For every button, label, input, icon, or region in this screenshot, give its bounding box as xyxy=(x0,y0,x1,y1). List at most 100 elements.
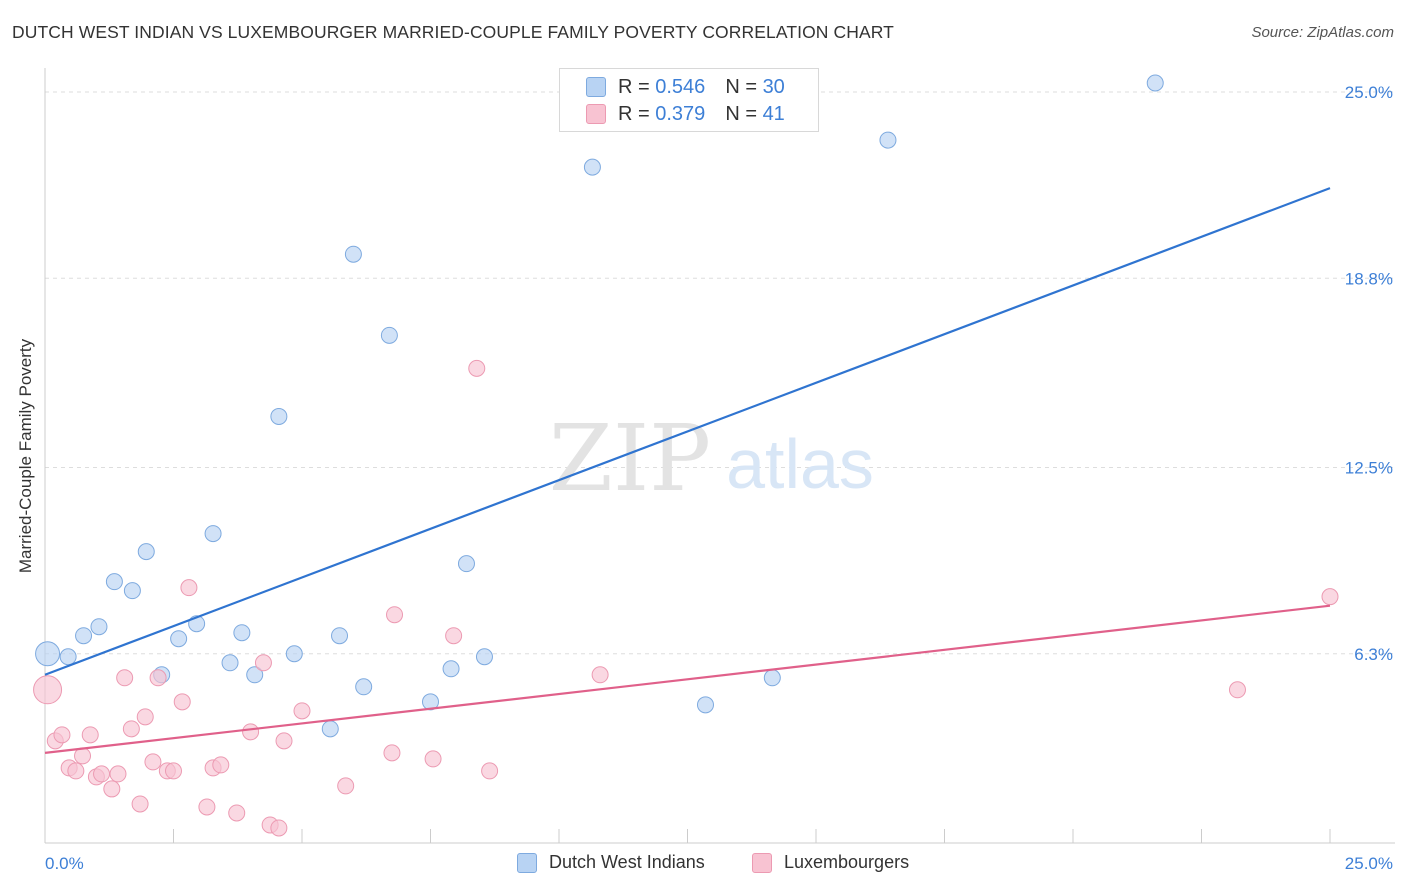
n-value: 30 xyxy=(762,75,785,98)
n-label: N = xyxy=(725,102,763,125)
luxembourger-point xyxy=(242,723,260,741)
luxembourger-point xyxy=(445,627,463,645)
luxembourger-point xyxy=(383,744,401,762)
luxembourger-point xyxy=(122,720,140,738)
dutch-west-indian-trend-line xyxy=(44,187,1331,676)
r-label: R = xyxy=(618,75,656,98)
dutch-west-indian-point xyxy=(123,582,141,600)
dutch-west-indian-point xyxy=(696,696,714,714)
dutch-west-indian-point xyxy=(221,654,239,672)
luxembourger-point xyxy=(93,765,111,783)
watermark-zip: ZIP xyxy=(549,405,711,512)
y-tick-label: 6.3% xyxy=(1354,645,1393,664)
source-label: Source: ZipAtlas.com xyxy=(1251,24,1394,41)
watermark: ZIP atlas xyxy=(549,405,874,512)
watermark-atlas: atlas xyxy=(726,425,874,503)
dutch-west-indian-point xyxy=(763,669,781,687)
y-tick-label: 18.8% xyxy=(1345,269,1393,288)
pink-swatch xyxy=(752,852,772,873)
luxembourger-point xyxy=(293,702,311,720)
dutch-west-indian-point xyxy=(442,660,460,678)
dutch-west-indian-point xyxy=(1146,74,1164,92)
legend-item-dutch-west-indians[interactable]: Dutch West Indians xyxy=(517,852,705,873)
r-value: 0.546 xyxy=(655,75,706,98)
data-points xyxy=(33,74,1339,837)
luxembourger-point xyxy=(149,669,167,687)
dutch-west-indian-point xyxy=(321,720,339,738)
n-label: N = xyxy=(725,75,763,98)
luxembourger-point xyxy=(228,804,246,822)
dutch-west-indian-point xyxy=(475,648,493,666)
dutch-west-indian-point xyxy=(75,627,93,645)
dutch-west-indian-point xyxy=(344,245,362,263)
dutch-west-indian-point xyxy=(59,648,77,666)
luxembourger-point xyxy=(109,765,127,783)
dutch-west-indian-point xyxy=(583,158,601,176)
dutch-west-indian-point xyxy=(331,627,349,645)
blue-swatch xyxy=(517,852,537,873)
axes xyxy=(44,68,1395,844)
luxembourger-point xyxy=(131,795,149,813)
chart-title: DUTCH WEST INDIAN VS LUXEMBOURGER MARRIE… xyxy=(12,22,894,42)
dutch-west-indian-point xyxy=(457,555,475,573)
luxembourger-point xyxy=(116,669,134,687)
luxembourger-point xyxy=(33,675,63,705)
stats-text: R = 0.546 N = 30 xyxy=(618,76,785,99)
luxembourger-point xyxy=(275,732,293,750)
luxembourger-point xyxy=(1228,681,1246,699)
r-value: 0.379 xyxy=(655,102,706,125)
dutch-west-indian-point xyxy=(270,407,288,425)
y-tick-label: 12.5% xyxy=(1345,459,1393,478)
luxembourger-point xyxy=(165,762,182,780)
stats-legend: R = 0.546 N = 30 R = 0.379 N = 41 xyxy=(559,68,819,132)
dutch-west-indian-point xyxy=(879,131,897,149)
dutch-west-indian-point xyxy=(35,641,61,667)
legend-label: Dutch West Indians xyxy=(549,852,705,872)
luxembourger-trend-line xyxy=(44,604,1331,754)
luxembourger-point xyxy=(591,666,609,684)
dutch-west-indian-point xyxy=(90,618,108,636)
blue-swatch xyxy=(586,77,606,97)
luxembourger-point xyxy=(103,780,121,798)
luxembourger-point xyxy=(254,654,272,672)
dutch-west-indian-point xyxy=(233,624,251,642)
dutch-west-indian-point xyxy=(246,666,264,684)
dutch-west-indian-point xyxy=(170,630,188,648)
luxembourger-point xyxy=(270,819,288,837)
luxembourger-point xyxy=(136,708,154,726)
n-value: 41 xyxy=(762,102,785,125)
tick-labels: 6.3% 12.5% 18.8% 25.0% 0.0% 25.0% xyxy=(45,83,1393,873)
luxembourger-point xyxy=(481,762,499,780)
dutch-west-indian-point xyxy=(355,678,373,696)
luxembourger-point xyxy=(212,756,230,774)
luxembourger-point xyxy=(144,753,162,771)
pink-swatch xyxy=(586,104,606,124)
luxembourger-point xyxy=(173,693,191,711)
luxembourger-point xyxy=(1321,588,1339,606)
luxembourger-point xyxy=(386,606,404,624)
series-legend: Dutch West Indians Luxembourgers xyxy=(0,852,1406,878)
r-label: R = xyxy=(618,102,656,125)
x-tick-label: 0.0% xyxy=(45,854,84,873)
luxembourger-point xyxy=(424,750,442,768)
y-tick-label: 25.0% xyxy=(1345,83,1393,102)
dutch-west-indian-point xyxy=(105,573,123,591)
luxembourger-point xyxy=(53,726,71,744)
luxembourger-point xyxy=(468,359,486,377)
luxembourger-point xyxy=(337,777,355,795)
dutch-west-indian-point xyxy=(137,543,155,561)
luxembourger-point xyxy=(180,579,198,597)
stats-text: R = 0.379 N = 41 xyxy=(618,103,785,126)
gridlines xyxy=(45,91,1395,655)
luxembourger-point xyxy=(67,762,85,780)
trend-lines xyxy=(44,187,1331,754)
dutch-west-indian-point xyxy=(204,525,222,543)
legend-item-luxembourgers[interactable]: Luxembourgers xyxy=(752,852,909,873)
legend-label: Luxembourgers xyxy=(784,852,910,872)
luxembourger-point xyxy=(198,798,216,816)
dutch-west-indian-point xyxy=(380,326,398,344)
x-tick-label: 25.0% xyxy=(1345,854,1393,873)
luxembourger-point xyxy=(81,726,99,744)
dutch-west-indian-point xyxy=(285,645,303,663)
